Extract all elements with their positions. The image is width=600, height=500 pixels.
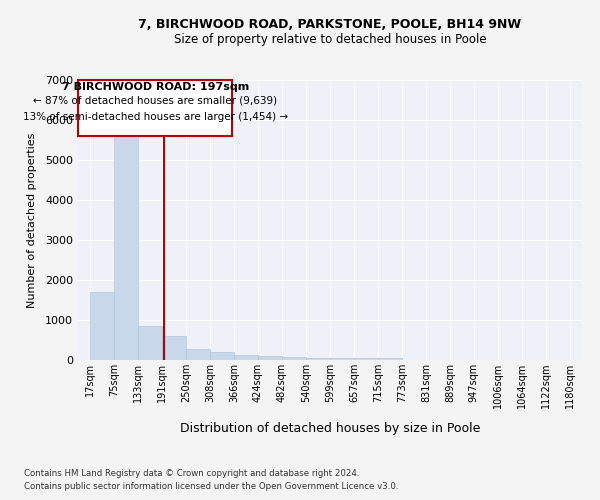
Text: 7, BIRCHWOOD ROAD, PARKSTONE, POOLE, BH14 9NW: 7, BIRCHWOOD ROAD, PARKSTONE, POOLE, BH1…	[139, 18, 521, 30]
Bar	[282, 357, 306, 360]
Bar	[210, 352, 234, 360]
Text: ← 87% of detached houses are smaller (9,639): ← 87% of detached houses are smaller (9,…	[34, 96, 277, 106]
Bar	[331, 358, 354, 360]
X-axis label: Distribution of detached houses by size in Poole: Distribution of detached houses by size …	[180, 422, 480, 435]
Bar	[354, 358, 378, 360]
Bar	[90, 292, 114, 360]
Bar	[234, 355, 258, 360]
Bar	[162, 336, 185, 360]
Text: 7 BIRCHWOOD ROAD: 197sqm: 7 BIRCHWOOD ROAD: 197sqm	[62, 82, 249, 92]
Bar	[186, 349, 210, 360]
Bar	[258, 356, 282, 360]
FancyBboxPatch shape	[79, 80, 232, 136]
Y-axis label: Number of detached properties: Number of detached properties	[26, 132, 37, 308]
Text: Contains HM Land Registry data © Crown copyright and database right 2024.: Contains HM Land Registry data © Crown c…	[24, 468, 359, 477]
Bar	[378, 358, 402, 360]
Bar	[138, 326, 161, 360]
Text: 13% of semi-detached houses are larger (1,454) →: 13% of semi-detached houses are larger (…	[23, 112, 288, 122]
Text: Size of property relative to detached houses in Poole: Size of property relative to detached ho…	[173, 32, 487, 46]
Text: Contains public sector information licensed under the Open Government Licence v3: Contains public sector information licen…	[24, 482, 398, 491]
Bar	[306, 358, 329, 360]
Bar	[114, 128, 138, 360]
